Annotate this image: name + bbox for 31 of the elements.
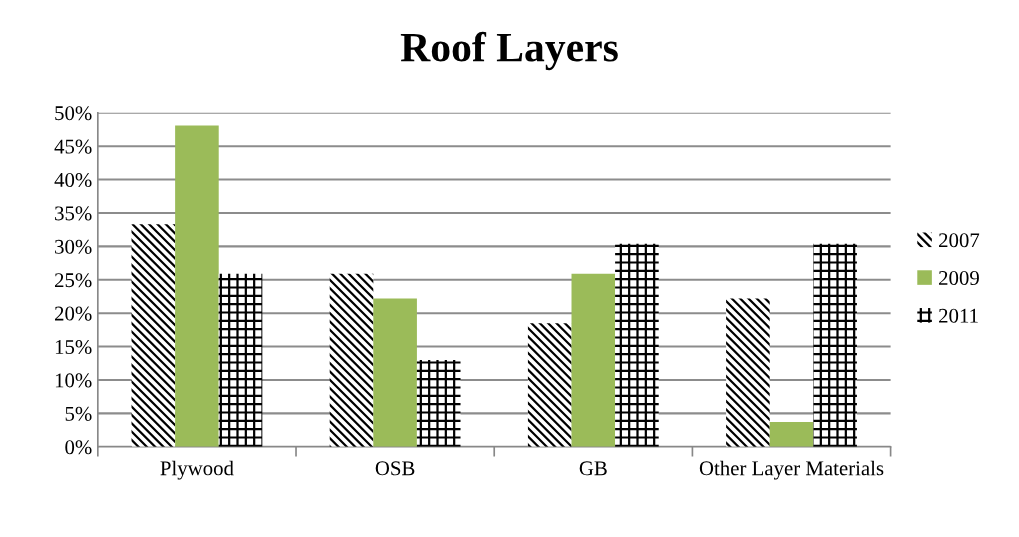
bar <box>373 298 417 447</box>
y-tick-label: 25% <box>55 273 92 288</box>
x-tick-label: GB <box>579 461 607 476</box>
y-tick-label: 30% <box>55 239 92 254</box>
y-tick-label: 35% <box>55 206 92 221</box>
y-tick-label: 5% <box>65 406 92 421</box>
bar <box>218 273 263 447</box>
bar <box>329 273 374 447</box>
bar <box>527 323 572 447</box>
y-tick-label: 20% <box>55 306 92 321</box>
bar <box>175 125 219 447</box>
bar <box>571 273 616 447</box>
chart-title: Roof Layers <box>400 31 618 71</box>
bar <box>615 243 659 447</box>
legend-label: 2011 <box>939 308 978 323</box>
bar <box>416 359 461 447</box>
y-tick-label: 10% <box>55 373 92 388</box>
x-tick-label: Plywood <box>160 460 234 480</box>
bar <box>769 422 814 447</box>
bar <box>813 243 857 447</box>
legend-label: 2009 <box>939 271 979 286</box>
bar <box>726 298 770 447</box>
y-tick-label: 50% <box>55 106 92 121</box>
y-tick-label: 40% <box>54 172 92 188</box>
legend-label: 2007 <box>939 233 980 248</box>
bar <box>131 224 176 447</box>
x-tick-label: Other Layer Materials <box>699 460 884 480</box>
y-tick-label: 45% <box>54 139 92 154</box>
x-tick-label: OSB <box>375 461 415 476</box>
y-tick-label: 15% <box>55 339 92 355</box>
y-tick-label: 0% <box>65 440 92 455</box>
